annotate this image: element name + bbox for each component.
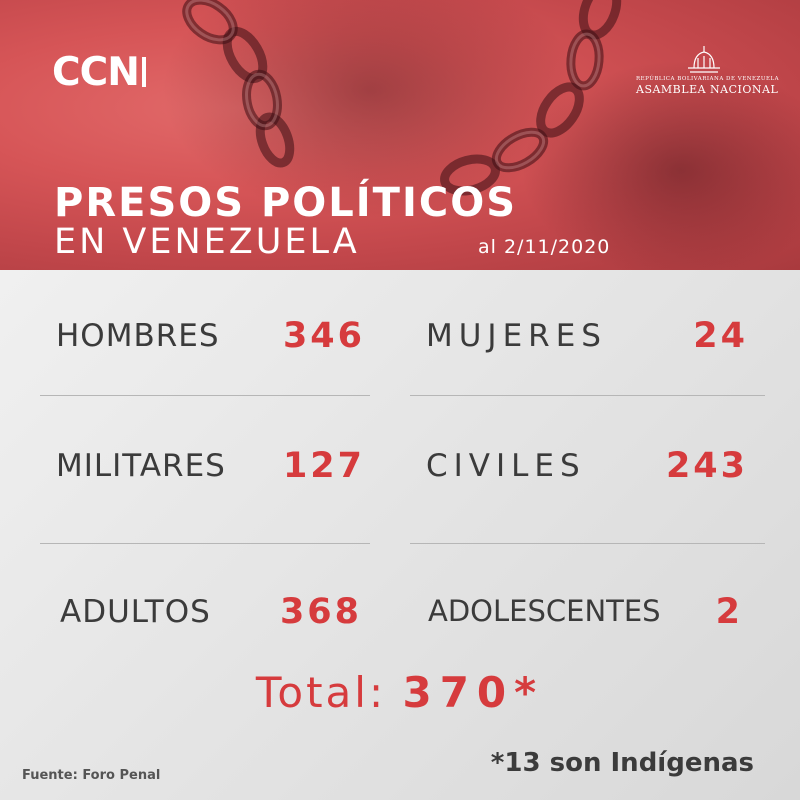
logo-text: CCN xyxy=(52,50,140,95)
page-title: PRESOS POLÍTICOS xyxy=(54,180,518,226)
stats-panel xyxy=(0,270,800,800)
stat-label-militares: MILITARES xyxy=(56,448,226,484)
stat-value-militares: 127 xyxy=(282,446,365,486)
stat-label-mujeres: MUJERES xyxy=(426,318,607,354)
total-label: Total: xyxy=(255,668,387,717)
logo-bar xyxy=(141,57,146,87)
source-credit: Fuente: Foro Penal xyxy=(22,768,161,783)
ccn-logo: CCN xyxy=(52,50,146,95)
seal-bottom-text: ASAMBLEA NACIONAL xyxy=(636,83,779,96)
seal-top-text: REPÚBLICA BOLIVARIANA DE VENEZUELA xyxy=(636,76,780,82)
page-subtitle: EN VENEZUELA xyxy=(54,222,360,262)
stat-value-hombres: 346 xyxy=(282,316,365,356)
background-shade xyxy=(520,60,800,270)
stat-label-adolescentes: ADOLESCENTES xyxy=(428,594,661,628)
stat-value-civiles: 243 xyxy=(665,446,748,486)
asamblea-nacional-seal: REPÚBLICA BOLIVARIANA DE VENEZUELA ASAMB… xyxy=(636,44,780,96)
stat-value-mujeres: 24 xyxy=(693,316,748,356)
stat-label-adultos: ADULTOS xyxy=(60,594,211,630)
stat-value-adultos: 368 xyxy=(279,592,362,632)
footnote: *13 son Indígenas xyxy=(490,748,754,778)
row-divider xyxy=(40,395,370,396)
row-divider xyxy=(410,395,765,396)
total-line: Total: 370* xyxy=(0,668,800,717)
total-value: 370* xyxy=(402,668,545,717)
header-banner: CCN REPÚBLICA BOLIVARIANA DE VENEZUELA A… xyxy=(0,0,800,270)
stat-label-civiles: CIVILES xyxy=(426,448,586,484)
date-label: al 2/11/2020 xyxy=(478,236,611,258)
capitol-seal-icon xyxy=(688,46,720,73)
stat-label-hombres: HOMBRES xyxy=(56,318,220,354)
row-divider xyxy=(40,543,370,544)
chain-graphic xyxy=(182,0,622,196)
row-divider xyxy=(410,543,765,544)
stat-value-adolescentes: 2 xyxy=(715,592,743,632)
